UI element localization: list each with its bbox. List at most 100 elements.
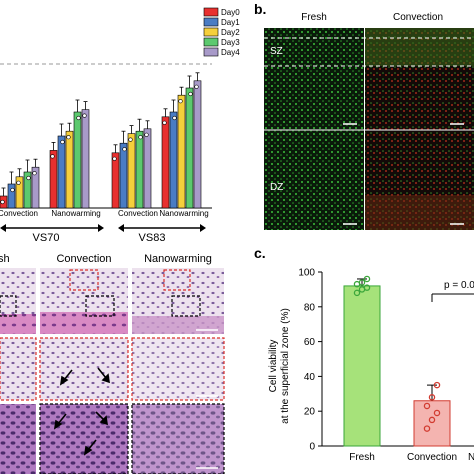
panel-b-letter: b. xyxy=(254,1,266,17)
panel-c-ylabel: at the superficial zone (%) xyxy=(280,308,291,424)
y-tick-label: 80 xyxy=(304,302,316,313)
arrow-icon xyxy=(53,367,110,456)
data-point xyxy=(433,381,441,389)
bar xyxy=(73,111,82,209)
legend-label: Day0 xyxy=(221,8,240,17)
roi-box-black xyxy=(0,295,17,317)
significance-bracket xyxy=(431,293,474,302)
roi-box-red xyxy=(163,269,191,291)
histology-image xyxy=(0,314,36,334)
legend-swatch xyxy=(203,7,219,17)
data-point xyxy=(26,175,31,181)
data-point xyxy=(423,402,431,410)
data-point xyxy=(76,115,81,121)
y-tick-label: 0 xyxy=(309,442,315,453)
roi-box-black xyxy=(171,295,201,317)
bar xyxy=(343,285,381,447)
panel-c-bars xyxy=(343,275,451,447)
zone-label-sz: SZ xyxy=(270,46,283,57)
data-point xyxy=(16,180,21,185)
histology-image xyxy=(132,316,224,334)
histology-image xyxy=(132,338,224,400)
legend-swatch xyxy=(203,17,219,27)
data-point xyxy=(188,91,193,97)
data-point xyxy=(122,147,127,152)
group-label: Convection xyxy=(118,209,158,218)
group-label: Nanowarming xyxy=(159,209,208,218)
panel-c-ticks: 0 20 40 60 80 100 xyxy=(298,268,322,453)
row3-frame xyxy=(39,403,129,474)
panel-c-letter: c. xyxy=(254,245,266,261)
bar xyxy=(111,152,120,209)
roi-box-red xyxy=(69,269,99,291)
data-point xyxy=(423,425,431,432)
group-label: Nanowarming xyxy=(51,209,100,218)
data-point xyxy=(353,289,361,297)
data-point xyxy=(428,416,436,424)
bar xyxy=(413,400,451,447)
convection-top-band xyxy=(365,28,474,66)
legend-label: Day1 xyxy=(221,18,240,27)
row2-frame xyxy=(0,337,37,401)
histology-column-label: Nanowarming xyxy=(144,253,212,265)
data-point xyxy=(358,279,366,286)
group-label: Convection xyxy=(0,209,38,218)
bar xyxy=(185,87,194,209)
bar xyxy=(177,94,186,209)
bar xyxy=(65,130,74,209)
bar xyxy=(7,183,16,209)
panel-b-column-label: Fresh xyxy=(301,12,327,23)
legend-label: Day3 xyxy=(221,38,240,47)
panel-b-column-label: Convection xyxy=(393,12,443,23)
data-point xyxy=(112,156,117,161)
panel-c: c. Cell viability at the superficial zon… xyxy=(254,245,474,463)
data-point xyxy=(10,187,15,193)
bar xyxy=(169,111,178,209)
histology-column-label: Convection xyxy=(56,253,111,265)
y-tick-label: 100 xyxy=(298,268,315,279)
legend-label: Day2 xyxy=(221,28,240,37)
data-point xyxy=(66,135,71,140)
micrograph-fresh xyxy=(264,28,364,230)
legend-swatch xyxy=(203,47,219,57)
legend-label: Day4 xyxy=(221,48,240,57)
data-point xyxy=(363,284,371,291)
row2-frame xyxy=(131,337,225,401)
data-point xyxy=(433,409,441,417)
data-point xyxy=(60,139,65,145)
data-point xyxy=(138,135,143,140)
panel-c-ylabel: Cell viability xyxy=(268,340,279,393)
histology-image xyxy=(0,404,36,474)
p-value: p = 0.0 xyxy=(444,280,474,291)
data-point xyxy=(32,171,37,176)
bar xyxy=(119,142,128,209)
y-tick-label: 60 xyxy=(304,337,316,348)
histology-image xyxy=(40,338,128,400)
data-point xyxy=(50,154,55,159)
bar xyxy=(161,116,170,209)
data-point xyxy=(172,115,177,121)
row3-frame xyxy=(131,403,225,474)
vs83-label: VS83 xyxy=(139,232,166,244)
histology-image xyxy=(0,338,36,400)
histology-column-label: sh xyxy=(0,253,10,265)
bar xyxy=(81,109,90,209)
data-point xyxy=(144,132,149,137)
panel-a-bars xyxy=(0,72,202,209)
histology-image xyxy=(40,312,128,334)
x-tick-label: Convection xyxy=(407,452,457,463)
panel-c-trailing-label: N xyxy=(468,452,474,463)
legend-swatch xyxy=(203,27,219,37)
data-point xyxy=(128,137,133,142)
data-point xyxy=(363,275,371,283)
data-point xyxy=(178,99,183,104)
panel-b: b. Fresh Convection SZ DZ xyxy=(254,1,474,230)
data-point xyxy=(82,113,87,118)
histology-image xyxy=(40,404,128,474)
bar xyxy=(127,133,136,209)
panel-histology: sh Convection Nanowarming xyxy=(0,253,225,474)
y-tick-label: 20 xyxy=(304,407,316,418)
legend-swatch xyxy=(203,37,219,47)
